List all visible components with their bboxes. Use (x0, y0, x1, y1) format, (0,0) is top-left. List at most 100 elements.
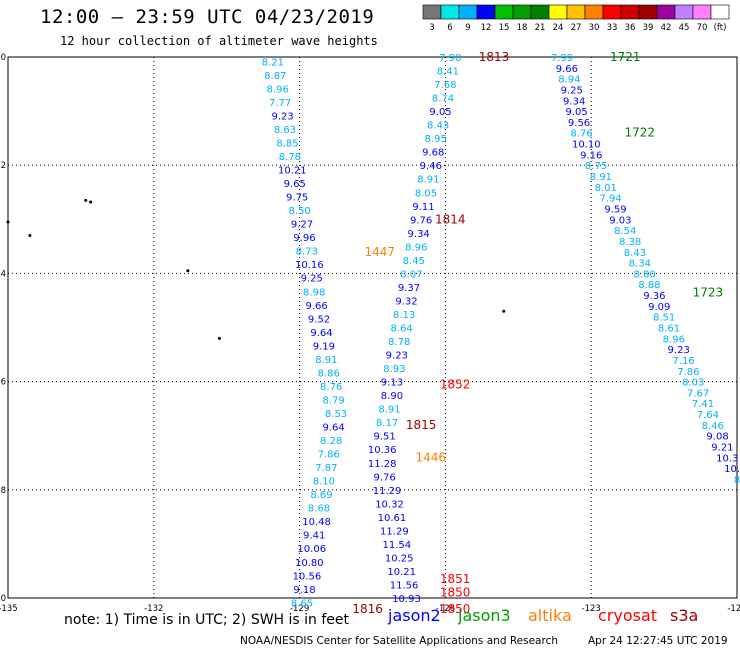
wave-height-value: 8.50 (288, 206, 310, 217)
wave-height-value: 8.69 (310, 490, 332, 501)
pass-time-label: 1850 (440, 586, 471, 600)
color-scale-swatch (422, 4, 442, 20)
wave-height-value: 9.21 (711, 443, 733, 454)
color-scale-swatch (656, 4, 676, 20)
island-marker (84, 198, 88, 202)
color-scale-swatch (692, 4, 712, 20)
credit-line: NOAA/NESDIS Center for Satellite Applica… (240, 635, 728, 647)
wave-height-value: 8.73 (296, 247, 318, 258)
color-scale-label: 21 (535, 23, 546, 33)
wave-height-value: 8.78 (388, 337, 410, 348)
pass-time-label: 1815 (406, 418, 437, 432)
wave-height-value: 8.46 (702, 421, 724, 432)
wave-height-value: 9.68 (422, 148, 444, 159)
wave-height-value: 8.28 (320, 436, 342, 447)
wave-height-value: 8.90 (381, 391, 403, 402)
wave-height-value: 9.37 (398, 283, 420, 294)
wave-height-value: 7.67 (687, 388, 709, 399)
wave-height-value: 7.99 (551, 53, 573, 64)
wave-height-value: 8.91 (590, 172, 612, 183)
wave-height-value: 10.10 (572, 140, 601, 151)
pass-time-label: 1447 (365, 245, 396, 259)
wave-height-value: 7.86 (318, 450, 340, 461)
wave-height-value: 8.76 (570, 129, 592, 140)
wave-height-value: 8.10 (313, 477, 335, 488)
wave-height-value: 10.93 (392, 594, 421, 605)
color-scale-label: 12 (481, 23, 492, 33)
lat-tick-label: 24 (0, 269, 6, 279)
pass-time-label: 1446 (416, 450, 447, 464)
wave-height-value: 9.27 (291, 220, 313, 231)
wave-height-value: 9.75 (286, 193, 308, 204)
lon-tick-label: -126 (436, 604, 455, 614)
wave-height-value: 7.16 (672, 356, 694, 367)
credit-text: NOAA/NESDIS Center for Satellite Applica… (240, 635, 558, 647)
wave-height-value: 9.59 (604, 204, 626, 215)
lat-tick-label: 28 (0, 486, 6, 496)
wave-height-value: 9.23 (668, 345, 690, 356)
wave-height-value: 8.65 (291, 598, 313, 609)
wave-height-value: 7.90 (439, 53, 461, 64)
pass-time-label: 1852 (440, 377, 471, 391)
satellite-legend-jason2: jason2 (388, 606, 441, 625)
wave-height-value: 10.06 (297, 544, 326, 555)
pass-time-label: 1723 (693, 285, 724, 299)
wave-height-value: 10.32 (375, 499, 404, 510)
wave-height-value: 9.66 (305, 301, 327, 312)
wave-height-value: 9.64 (310, 328, 332, 339)
color-scale-label: 9 (465, 23, 470, 33)
color-scale-swatch (476, 4, 496, 20)
island-marker (217, 336, 221, 340)
wave-height-value: 10. (724, 464, 740, 475)
color-scale-label: 18 (517, 23, 528, 33)
wave-height-value: 8.41 (437, 67, 459, 78)
page-subtitle: 12 hour collection of altimeter wave hei… (60, 34, 378, 48)
pass-time-label: 1722 (625, 126, 656, 140)
wave-height-value: 11.29 (380, 526, 409, 537)
wave-height-value: 8.01 (595, 183, 617, 194)
wave-height-value: 10.80 (295, 558, 324, 569)
wave-height-value: 8.43 (624, 248, 646, 259)
lat-tick-label: 30 (0, 594, 6, 604)
wave-height-value: 9.13 (381, 378, 403, 389)
color-scale-swatch (530, 4, 550, 20)
wave-height-value: 10.36 (368, 445, 397, 456)
color-scale-label: 36 (625, 23, 636, 33)
wave-height-value: 8.43 (427, 121, 449, 132)
wave-height-value: 8.98 (303, 287, 325, 298)
color-scale-label: 6 (447, 23, 452, 33)
wave-height-value: 7.41 (692, 399, 714, 410)
wave-height-value: 10.25 (385, 553, 414, 564)
color-scale-label: 27 (571, 23, 582, 33)
wave-height-value: 8.21 (262, 57, 284, 68)
color-scale-swatch (620, 4, 640, 20)
color-scale-label: 24 (553, 23, 564, 33)
wave-height-value: 9.52 (308, 314, 330, 325)
color-scale-swatch (440, 4, 460, 20)
satellite-legend-jason3: jason3 (458, 606, 511, 625)
wave-height-value: 8.95 (425, 134, 447, 145)
wave-height-value: 9.96 (293, 233, 315, 244)
wave-height-value: 11.28 (368, 459, 397, 470)
wave-height-value: 8.86 (318, 368, 340, 379)
lon-tick-label: -123 (582, 604, 601, 614)
color-scale-label: 3 (429, 23, 434, 33)
color-scale-label: 42 (661, 23, 672, 33)
wave-height-value: 8.94 (558, 75, 580, 86)
page-title: 12:00 – 23:59 UTC 04/23/2019 (40, 6, 375, 28)
wave-height-value: 8.13 (393, 310, 415, 321)
color-scale-label: 39 (643, 23, 654, 33)
wave-height-value: 9.25 (301, 274, 323, 285)
wave-height-value: 7.64 (697, 410, 719, 421)
satellite-legend-cryosat: cryosat (598, 606, 658, 625)
island-marker (89, 200, 93, 204)
wave-height-value: 8.64 (391, 324, 413, 335)
wave-height-value: 9.19 (313, 341, 335, 352)
wave-height-value: 9.56 (568, 118, 590, 129)
wave-height-value: 8.61 (658, 324, 680, 335)
lon-tick-label: -132 (144, 604, 163, 614)
wave-height-value: 10.48 (302, 517, 331, 528)
pass-time-label: 1814 (435, 212, 466, 226)
